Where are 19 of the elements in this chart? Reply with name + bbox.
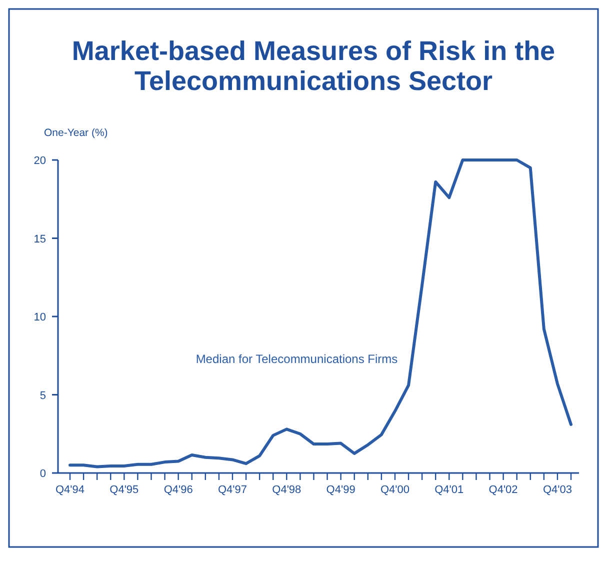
chart-title: Market-based Measures of Risk in the Telecommunications Sector xyxy=(72,36,556,96)
y-tick-label: 0 xyxy=(40,468,46,480)
x-tick-label: Q4'01 xyxy=(434,484,464,496)
y-tick-label: 5 xyxy=(40,390,46,402)
x-tick-label: Q4'96 xyxy=(164,484,193,496)
x-tick-label: Q4'03 xyxy=(542,484,572,496)
x-tick-label: Q4'98 xyxy=(272,484,302,496)
x-tick-label: Q4'02 xyxy=(488,484,518,496)
x-tick-label: Q4'95 xyxy=(110,484,139,496)
y-tick-label: 15 xyxy=(34,233,46,246)
x-tick-label: Q4'00 xyxy=(380,484,410,496)
line-series xyxy=(68,158,572,468)
y-tick-label: 10 xyxy=(34,312,46,324)
y-axis-title: One-Year (%) xyxy=(44,127,108,139)
y-tick-label: 20 xyxy=(34,155,46,167)
x-tick-label: Q4'99 xyxy=(326,484,356,496)
x-tick-label: Q4'97 xyxy=(218,484,247,496)
series-label: Median for Telecommunications Firms xyxy=(196,352,398,366)
x-tick-label: Q4'94 xyxy=(55,484,85,496)
